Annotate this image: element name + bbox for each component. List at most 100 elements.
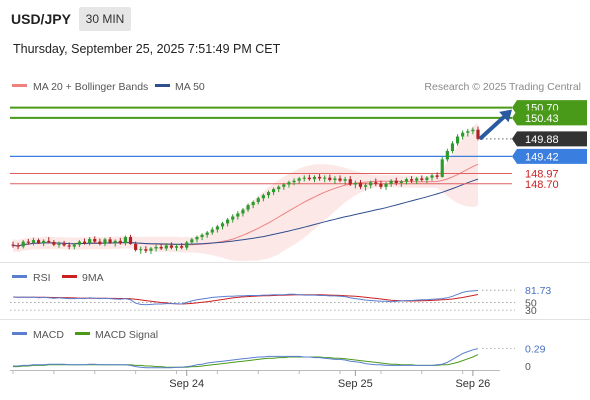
candle xyxy=(384,182,388,190)
candle xyxy=(420,175,424,182)
bollinger-band-fill xyxy=(13,123,478,262)
candle xyxy=(445,148,449,162)
macd-legend-swatch xyxy=(12,332,27,335)
candle-body xyxy=(220,223,225,227)
candle xyxy=(430,173,434,181)
candle-body xyxy=(358,183,363,187)
symbol-title: USD/JPY xyxy=(11,11,72,27)
candle-body xyxy=(215,226,219,230)
candle xyxy=(195,235,199,243)
candle-body xyxy=(353,183,357,185)
candle-body xyxy=(328,177,332,180)
candle-body xyxy=(93,238,97,242)
candle-body xyxy=(11,244,15,246)
candle xyxy=(251,200,255,209)
candle-body xyxy=(159,246,163,249)
candle-body xyxy=(466,131,470,133)
candle-body xyxy=(21,241,25,247)
candle-body xyxy=(261,195,265,199)
candle xyxy=(466,128,470,137)
candle xyxy=(471,127,475,135)
candle-body xyxy=(36,240,41,244)
candle-body xyxy=(72,244,76,247)
rsi-level-label: 50 xyxy=(525,297,537,309)
candle xyxy=(348,176,352,187)
candle-body xyxy=(118,240,122,244)
candle xyxy=(364,182,368,191)
candle xyxy=(425,176,429,183)
candle-body xyxy=(16,245,20,247)
candle-body xyxy=(52,242,56,245)
candle xyxy=(282,182,286,190)
candle xyxy=(272,187,276,196)
bollinger-band-layer xyxy=(12,123,479,262)
candle-body xyxy=(323,177,327,179)
candle-body xyxy=(476,129,480,139)
candle xyxy=(374,178,378,187)
macd-signal-legend-swatch xyxy=(75,332,90,335)
candle xyxy=(297,176,301,184)
candle-body xyxy=(98,241,102,244)
candle xyxy=(215,224,219,233)
candle-body xyxy=(164,245,168,249)
candle xyxy=(190,237,194,245)
candle-body xyxy=(154,246,158,249)
candle xyxy=(164,243,168,251)
current-tag-149-88 xyxy=(512,131,587,147)
candle-body xyxy=(77,241,82,245)
candle xyxy=(435,172,439,180)
candle xyxy=(144,246,148,254)
rsi-legend-label: RSI xyxy=(33,272,51,284)
candle-body xyxy=(180,246,184,248)
candle-body xyxy=(236,213,240,217)
candle-body xyxy=(420,178,424,180)
candle xyxy=(440,157,444,178)
candle-body xyxy=(425,177,429,180)
timeframe-badge[interactable] xyxy=(79,7,131,31)
candle xyxy=(47,237,51,244)
candle xyxy=(31,237,36,246)
candle-body xyxy=(128,237,133,244)
candle xyxy=(98,238,102,246)
x-tick-label: Sep 24 xyxy=(169,378,204,390)
ma20-legend-label: MA 20 + Bollinger Bands xyxy=(33,81,148,93)
candle xyxy=(312,175,317,183)
candle xyxy=(277,185,281,193)
candle-body xyxy=(82,241,87,244)
candle xyxy=(93,236,97,244)
forecast-arrow-shaft xyxy=(479,115,506,140)
candle xyxy=(77,240,82,247)
candle-body xyxy=(435,175,439,177)
candle xyxy=(358,179,363,190)
candle-body xyxy=(205,232,209,235)
support-label-148-70: 148.70 xyxy=(525,179,559,191)
candle xyxy=(246,203,250,212)
candle xyxy=(88,237,92,246)
candle xyxy=(455,134,460,146)
candle xyxy=(200,233,204,241)
candle-body xyxy=(185,242,189,248)
candle-body xyxy=(297,178,301,181)
pivot-label-149-42: 149.42 xyxy=(525,151,559,163)
candle-body xyxy=(42,240,46,244)
candle xyxy=(103,237,107,247)
candle-body xyxy=(200,234,204,238)
timeframe-label: 30 MIN xyxy=(86,12,125,26)
candle-body xyxy=(389,180,393,184)
datetime-label: Thursday, September 25, 2025 7:51:49 PM … xyxy=(13,42,281,56)
candle-body xyxy=(394,180,398,183)
candle xyxy=(174,243,179,251)
candle xyxy=(307,174,311,181)
candle xyxy=(128,234,133,245)
macd-signal-line xyxy=(13,354,479,368)
candle xyxy=(154,244,158,252)
candle-body xyxy=(287,182,291,185)
candle xyxy=(210,227,214,235)
x-tick-label: Sep 25 xyxy=(338,378,373,390)
x-tick-label: Sep 26 xyxy=(455,378,490,390)
candle-body xyxy=(343,179,347,181)
current-label-149-88: 149.88 xyxy=(525,134,559,146)
